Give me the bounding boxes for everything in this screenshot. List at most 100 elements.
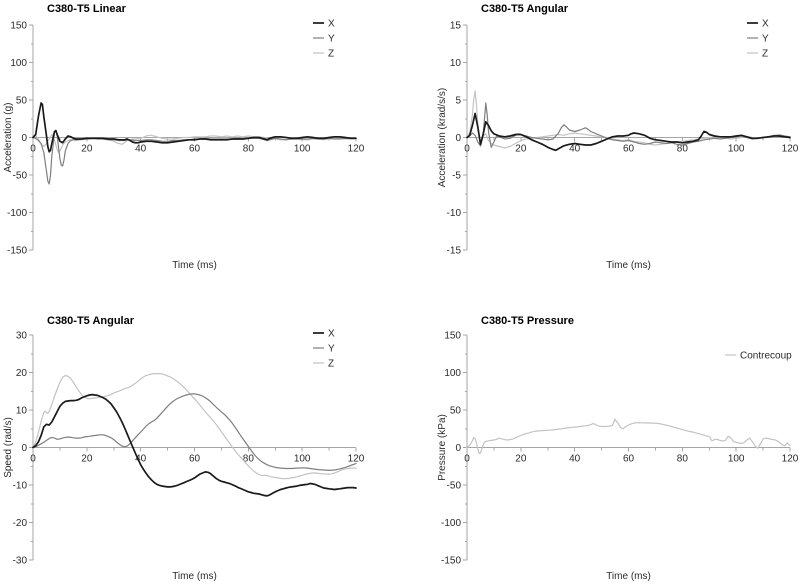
- y-tick-label: 0: [455, 133, 461, 144]
- y-axis-title: Speed (rad/s): [3, 417, 14, 478]
- x-tick-label: 40: [135, 144, 147, 155]
- legend-item-y: Y: [313, 34, 335, 45]
- x-tick-label: 0: [464, 454, 470, 465]
- x-tick-label: 20: [515, 454, 527, 465]
- legend-label: Contrecoup: [740, 351, 792, 362]
- x-tick-label: 80: [677, 144, 689, 155]
- legend: XYZ: [313, 329, 335, 370]
- y-tick-label: 30: [16, 331, 28, 342]
- legend-label: Y: [762, 34, 769, 45]
- x-tick-label: 80: [243, 454, 255, 465]
- series-line-x: [32, 102, 357, 153]
- chart-angular-acceleration: -15 -10 -5 0 5 10 15 0 20 40 60 80 100 120 C380-T5 Ang…: [437, 3, 799, 271]
- y-tick-label: -20: [13, 518, 28, 529]
- y-tick-label: 150: [444, 331, 461, 342]
- legend-item-y: Y: [747, 34, 769, 45]
- legend: XYZ: [313, 19, 335, 60]
- x-tick-label: 0: [30, 144, 36, 155]
- x-tick-label: 20: [81, 144, 93, 155]
- x-tick-label: 60: [623, 454, 635, 465]
- y-tick-label: -15: [447, 246, 462, 257]
- series-line-y: [466, 102, 791, 148]
- series-line-z: [466, 90, 791, 149]
- chart-title: C380-T5 Pressure: [481, 315, 574, 327]
- series-line-z: [32, 373, 357, 480]
- legend-item-x: X: [313, 19, 335, 30]
- x-axis-title: Time (ms): [606, 571, 651, 582]
- legend-item-x: X: [747, 19, 769, 30]
- x-tick-label: 60: [623, 144, 635, 155]
- series-line-contrecoup: [466, 418, 791, 455]
- major-ticks: [29, 334, 357, 561]
- x-tick-label: 120: [348, 454, 365, 465]
- y-axis-title: Acceleration (g): [3, 102, 14, 172]
- chart-title: C380-T5 Angular: [47, 315, 135, 327]
- y-tick-label: -50: [447, 481, 462, 492]
- legend-label: Z: [328, 49, 334, 60]
- x-tick-label: 60: [189, 144, 201, 155]
- x-tick-label: 120: [782, 454, 799, 465]
- y-tick-label: 100: [10, 58, 27, 69]
- x-tick-label: 20: [81, 454, 93, 465]
- y-tick-label: 100: [444, 368, 461, 379]
- legend-label: X: [328, 329, 335, 340]
- y-tick-label: -150: [7, 246, 27, 257]
- x-axis-title: Time (ms): [172, 571, 217, 582]
- x-tick-label: 100: [294, 454, 311, 465]
- y-tick-label: -30: [13, 556, 28, 567]
- chart-title: C380-T5 Linear: [47, 3, 127, 15]
- legend-item-z: Z: [313, 359, 334, 370]
- y-tick-label: 0: [21, 133, 27, 144]
- chart-linear-acceleration: -150 -100 -50 0 50 100 150 0 20 40 60 80 100 120 C380-…: [3, 3, 365, 271]
- x-tick-label: 80: [243, 144, 255, 155]
- y-tick-label: 0: [21, 443, 27, 454]
- legend-item-contrecoup: Contrecoup: [725, 351, 792, 362]
- y-tick-label: 50: [450, 406, 462, 417]
- x-tick-label: 0: [464, 144, 470, 155]
- series-line-y: [32, 393, 357, 471]
- legend: XYZ: [747, 19, 769, 60]
- y-tick-label: 15: [450, 21, 462, 32]
- y-tick-label: 50: [16, 96, 28, 107]
- y-tick-label: 5: [455, 96, 461, 107]
- y-tick-label: 10: [16, 406, 28, 417]
- y-tick-label: 20: [16, 368, 28, 379]
- x-tick-label: 100: [728, 454, 745, 465]
- y-axis-title: Pressure (kPa): [437, 414, 448, 481]
- y-tick-label: -100: [7, 208, 27, 219]
- x-tick-label: 40: [135, 454, 147, 465]
- y-tick-label: -10: [13, 481, 28, 492]
- legend-label: Y: [328, 344, 335, 355]
- y-tick-label: 0: [455, 443, 461, 454]
- y-tick-label: -150: [441, 556, 461, 567]
- series-line-x: [466, 112, 791, 152]
- legend-item-z: Z: [747, 49, 768, 60]
- legend-item-z: Z: [313, 49, 334, 60]
- legend-label: Y: [328, 34, 335, 45]
- minor-ticks: [465, 353, 764, 542]
- x-tick-label: 120: [348, 144, 365, 155]
- y-tick-label: -50: [13, 171, 28, 182]
- x-tick-label: 120: [782, 144, 799, 155]
- major-ticks: [463, 334, 791, 561]
- x-axis-title: Time (ms): [172, 260, 217, 271]
- y-tick-label: -5: [452, 171, 461, 182]
- x-tick-label: 40: [569, 144, 581, 155]
- chart-angular-speed: -30 -20 -10 0 10 20 30 0 20 40 60 80 100 120 C380-T5 A…: [3, 315, 365, 582]
- minor-ticks: [31, 353, 330, 542]
- series-line-y: [32, 129, 357, 185]
- x-tick-label: 40: [569, 454, 581, 465]
- series-line-x: [32, 393, 357, 497]
- x-tick-label: 100: [728, 144, 745, 155]
- legend-label: X: [762, 19, 769, 30]
- chart-pressure: -150 -100 -50 0 50 100 150 0 20 40 60 80 100 120 C380-…: [437, 315, 799, 582]
- legend-label: Z: [328, 359, 334, 370]
- legend-item-y: Y: [313, 344, 335, 355]
- chart-title: C380-T5 Angular: [481, 3, 569, 15]
- x-axis-title: Time (ms): [606, 260, 651, 271]
- y-tick-label: 150: [10, 21, 27, 32]
- x-tick-label: 80: [677, 454, 689, 465]
- x-tick-label: 100: [294, 144, 311, 155]
